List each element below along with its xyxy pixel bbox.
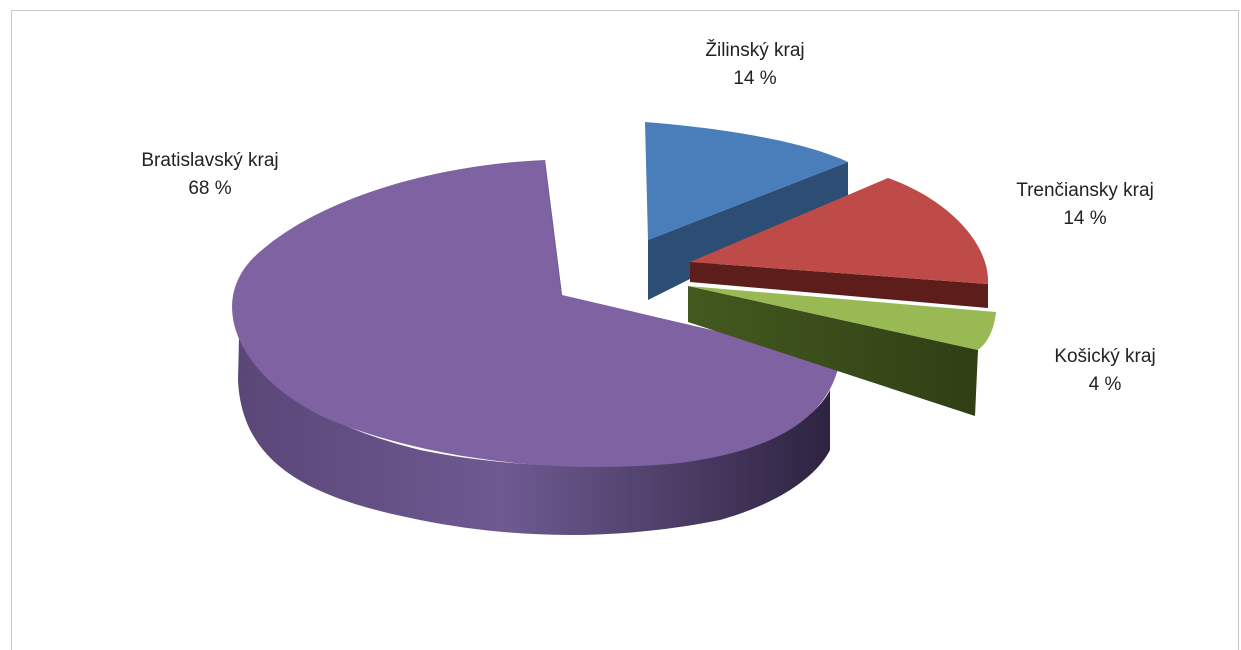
label-bratislavsky-name: Bratislavský kraj (141, 150, 278, 171)
label-bratislavsky-value: 68 % (188, 178, 231, 199)
label-trenciansky-name: Trenčiansky kraj (1016, 180, 1154, 201)
slice-trenciansky (690, 178, 989, 308)
slice-trenciansky-side (690, 262, 988, 308)
label-zilinsky-value: 14 % (733, 68, 776, 89)
label-zilinsky-name: Žilinský kraj (705, 39, 804, 61)
slice-bratislavsky-top (232, 160, 841, 468)
slice-zilinsky-top (645, 122, 848, 240)
slice-bratislavsky-cut (545, 160, 562, 300)
label-trenciansky-value: 14 % (1063, 208, 1106, 229)
label-kosicky-name: Košický kraj (1054, 346, 1155, 367)
slice-kosicky (688, 286, 996, 416)
slice-kosicky-side (688, 286, 978, 416)
slice-bratislavsky-side (238, 295, 830, 535)
chart-frame (11, 10, 1239, 650)
slice-kosicky-top (688, 286, 996, 350)
label-kosicky-value: 4 % (1089, 374, 1122, 395)
slice-trenciansky-top (690, 178, 989, 284)
slice-bratislavsky (232, 160, 841, 535)
